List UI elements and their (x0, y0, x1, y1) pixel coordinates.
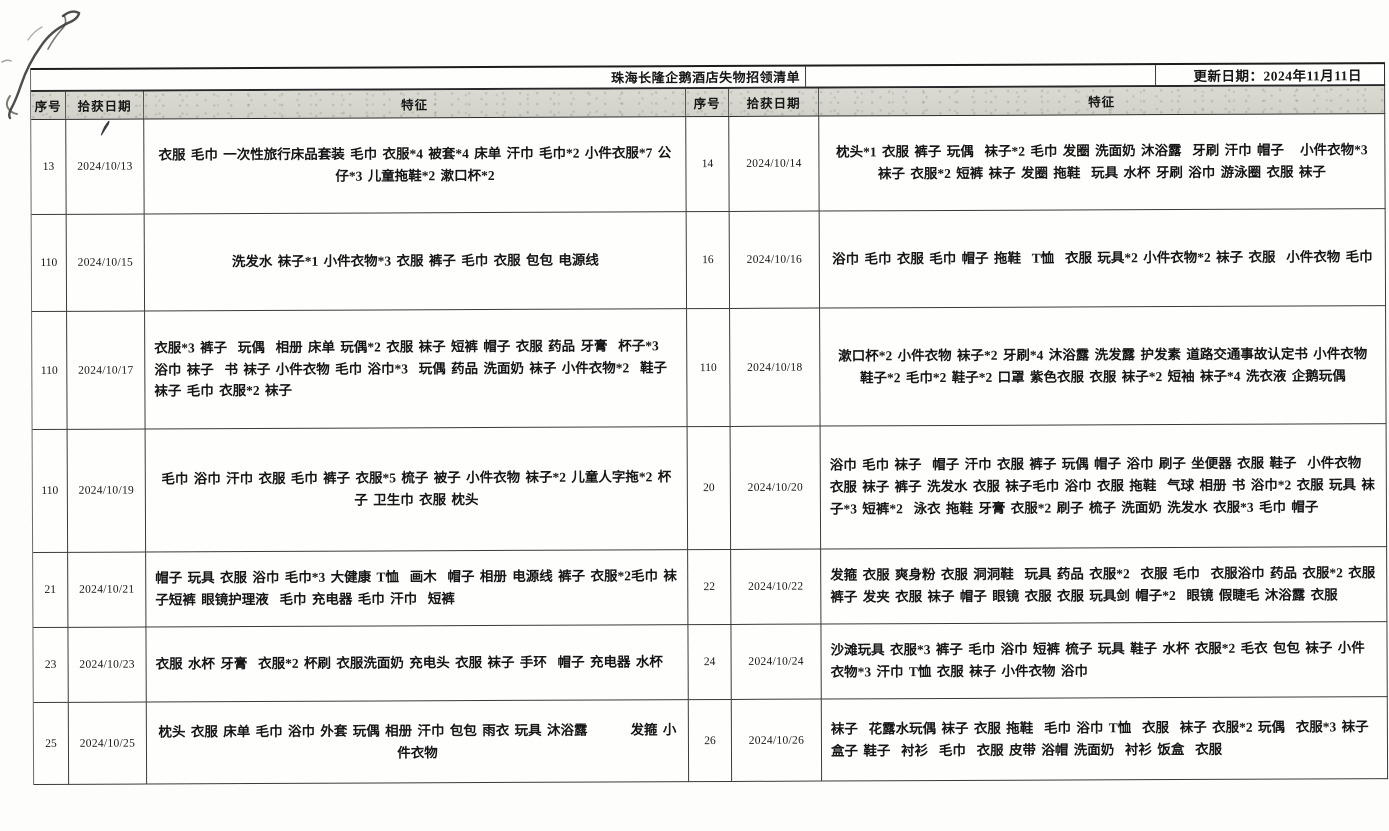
feature-text: 浴巾 毛巾 袜子 帽子 汗巾 衣服 裤子 玩偶 帽子 浴巾 刷子 坐便器 衣服 … (829, 455, 1375, 517)
feature-text: 衣服*3 裤子 玩偶 相册 床单 玩偶*2 衣服 袜子 短裤 帽子 衣服 药品 … (154, 337, 673, 399)
serial-cell: 110 (32, 429, 69, 553)
date-cell: 2024/10/26 (731, 699, 823, 782)
lost-and-found-table: 珠海长隆企鹅酒店失物招领清单 更新日期：2024年11月11日 序号 拾获日期 … (30, 62, 1389, 785)
serial-cell: 13 (31, 119, 67, 215)
date-cell: 2024/10/24 (731, 624, 822, 700)
column-header-date-right: 拾获日期 (729, 88, 820, 117)
feature-cell: 浴巾 毛巾 袜子 帽子 汗巾 衣服 裤子 玩偶 帽子 浴巾 刷子 坐便器 衣服 … (820, 424, 1388, 550)
serial-cell: 16 (686, 211, 731, 310)
feature-cell: 帽子 玩具 衣服 浴巾 毛巾*3 大健康 T恤 画木 帽子 相册 电源线 裤子 … (146, 550, 689, 628)
feature-text: 枕头 衣服 床单 毛巾 浴巾 外套 玩偶 相册 汗巾 包包 雨衣 玩具 沐浴露 … (158, 721, 677, 760)
serial-cell: 21 (33, 552, 69, 628)
feature-text: 衣服 毛巾 一次性旅行床品套装 毛巾 衣服*4 被套*4 床单 汗巾 毛巾*2 … (158, 145, 672, 184)
date-cell: 2024/10/15 (66, 214, 146, 312)
feature-cell: 枕头*1 衣服 裤子 玩偶 袜子*2 毛巾 发圈 洗面奶 沐浴露 牙刷 汗巾 帽… (819, 114, 1386, 212)
serial-cell: 110 (687, 308, 731, 428)
feature-text: 沙滩玩具 衣服*3 裤子 毛巾 浴巾 短裤 梳子 玩具 鞋子 水杯 衣服*2 毛… (830, 640, 1365, 680)
feature-text: 毛巾 浴巾 汗巾 衣服 毛巾 裤子 衣服*5 梳子 被子 小件衣物 袜子*2 儿… (161, 469, 672, 508)
feature-cell: 袜子 花露水玩偶 袜子 衣服 拖鞋 毛巾 浴巾 T恤 衣服 袜子 衣服*2 玩偶… (821, 697, 1389, 782)
serial-cell: 14 (686, 116, 730, 213)
date-cell: 2024/10/21 (68, 552, 147, 628)
feature-text: 帽子 玩具 衣服 浴巾 毛巾*3 大健康 T恤 画木 帽子 相册 电源线 裤子 … (155, 568, 677, 608)
feature-cell: 枕头 衣服 床单 毛巾 浴巾 外套 玩偶 相册 汗巾 包包 雨衣 玩具 沐浴露 … (146, 700, 690, 785)
feature-text: 洗发水 袜子*1 小件衣物*3 衣服 裤子 毛巾 衣服 包包 电源线 (231, 252, 599, 270)
feature-cell: 洗发水 袜子*1 小件衣物*3 衣服 裤子 毛巾 衣服 包包 电源线 (144, 212, 688, 312)
feature-text: 枕头*1 衣服 裤子 玩偶 袜子*2 毛巾 发圈 洗面奶 沐浴露 牙刷 汗巾 帽… (836, 142, 1374, 182)
feature-text: 袜子 花露水玩偶 袜子 衣服 拖鞋 毛巾 浴巾 T恤 衣服 袜子 衣服*2 玩偶… (830, 718, 1380, 759)
title-mid-spacer (806, 75, 1155, 77)
column-header-serial-left: 序号 (31, 91, 67, 120)
feature-cell: 漱口杯*2 小件衣物 袜子*2 牙刷*4 沐浴露 洗发露 护发素 道路交通事故认… (820, 306, 1387, 427)
feature-cell: 浴巾 毛巾 衣服 毛巾 帽子 拖鞋 T恤 衣服 玩具*2 小件衣物*2 袜子 衣… (819, 209, 1387, 309)
date-cell: 2024/10/18 (730, 308, 821, 427)
serial-cell: 110 (31, 214, 68, 312)
serial-cell: 110 (32, 311, 68, 430)
date-cell: 2024/10/14 (729, 116, 820, 212)
feature-cell: 衣服 水杯 牙膏 衣服*2 杯刷 衣服洗面奶 充电头 衣服 袜子 手环 帽子 充… (146, 625, 689, 703)
date-cell: 2024/10/20 (730, 426, 822, 550)
serial-cell: 23 (33, 627, 69, 703)
feature-text: 浴巾 毛巾 衣服 毛巾 帽子 拖鞋 T恤 衣服 玩具*2 小件衣物*2 袜子 衣… (832, 249, 1373, 267)
feature-text: 漱口杯*2 小件衣物 袜子*2 牙刷*4 沐浴露 洗发露 护发素 道路交通事故认… (838, 345, 1373, 385)
date-cell: 2024/10/13 (66, 119, 145, 215)
date-cell: 2024/10/19 (67, 429, 147, 553)
column-header-feature-left: 特征 (144, 89, 687, 120)
update-date: 更新日期：2024年11月11日 (1154, 64, 1385, 86)
date-cell: 2024/10/17 (67, 311, 146, 430)
serial-cell: 22 (688, 549, 732, 626)
feature-cell: 发箍 衣服 爽身粉 衣服 洞洞鞋 玩具 药品 衣服*2 衣服 毛巾 衣服浴巾 药… (821, 547, 1388, 625)
serial-cell: 26 (688, 699, 733, 783)
feature-text: 发箍 衣服 爽身粉 衣服 洞洞鞋 玩具 药品 衣服*2 衣服 毛巾 衣服浴巾 药… (830, 565, 1381, 605)
column-header-serial-right: 序号 (686, 88, 730, 118)
feature-cell: 衣服*3 裤子 玩偶 相册 床单 玩偶*2 衣服 袜子 短裤 帽子 衣服 药品 … (145, 309, 688, 430)
column-header-feature-right: 特征 (819, 86, 1386, 117)
feature-cell: 毛巾 浴巾 汗巾 衣服 毛巾 裤子 衣服*5 梳子 被子 小件衣物 袜子*2 儿… (145, 427, 689, 553)
date-cell: 2024/10/23 (68, 627, 147, 703)
serial-cell: 20 (687, 426, 732, 551)
date-cell: 2024/10/22 (731, 549, 822, 625)
feature-cell: 沙滩玩具 衣服*3 裤子 毛巾 浴巾 短裤 梳子 玩具 鞋子 水杯 衣服*2 毛… (821, 622, 1388, 700)
page-title: 珠海长隆企鹅酒店失物招领清单 (606, 66, 807, 88)
feature-cell: 衣服 毛巾 一次性旅行床品套装 毛巾 衣服*4 被套*4 床单 汗巾 毛巾*2 … (144, 117, 687, 215)
serial-cell: 24 (688, 624, 732, 701)
date-cell: 2024/10/25 (68, 702, 148, 785)
column-header-date-left: 拾获日期 (66, 91, 145, 120)
title-spacer (31, 77, 606, 80)
serial-cell: 25 (33, 702, 70, 785)
feature-text: 衣服 水杯 牙膏 衣服*2 杯刷 衣服洗面奶 充电头 衣服 袜子 手环 帽子 充… (155, 654, 663, 672)
date-cell: 2024/10/16 (729, 211, 821, 309)
